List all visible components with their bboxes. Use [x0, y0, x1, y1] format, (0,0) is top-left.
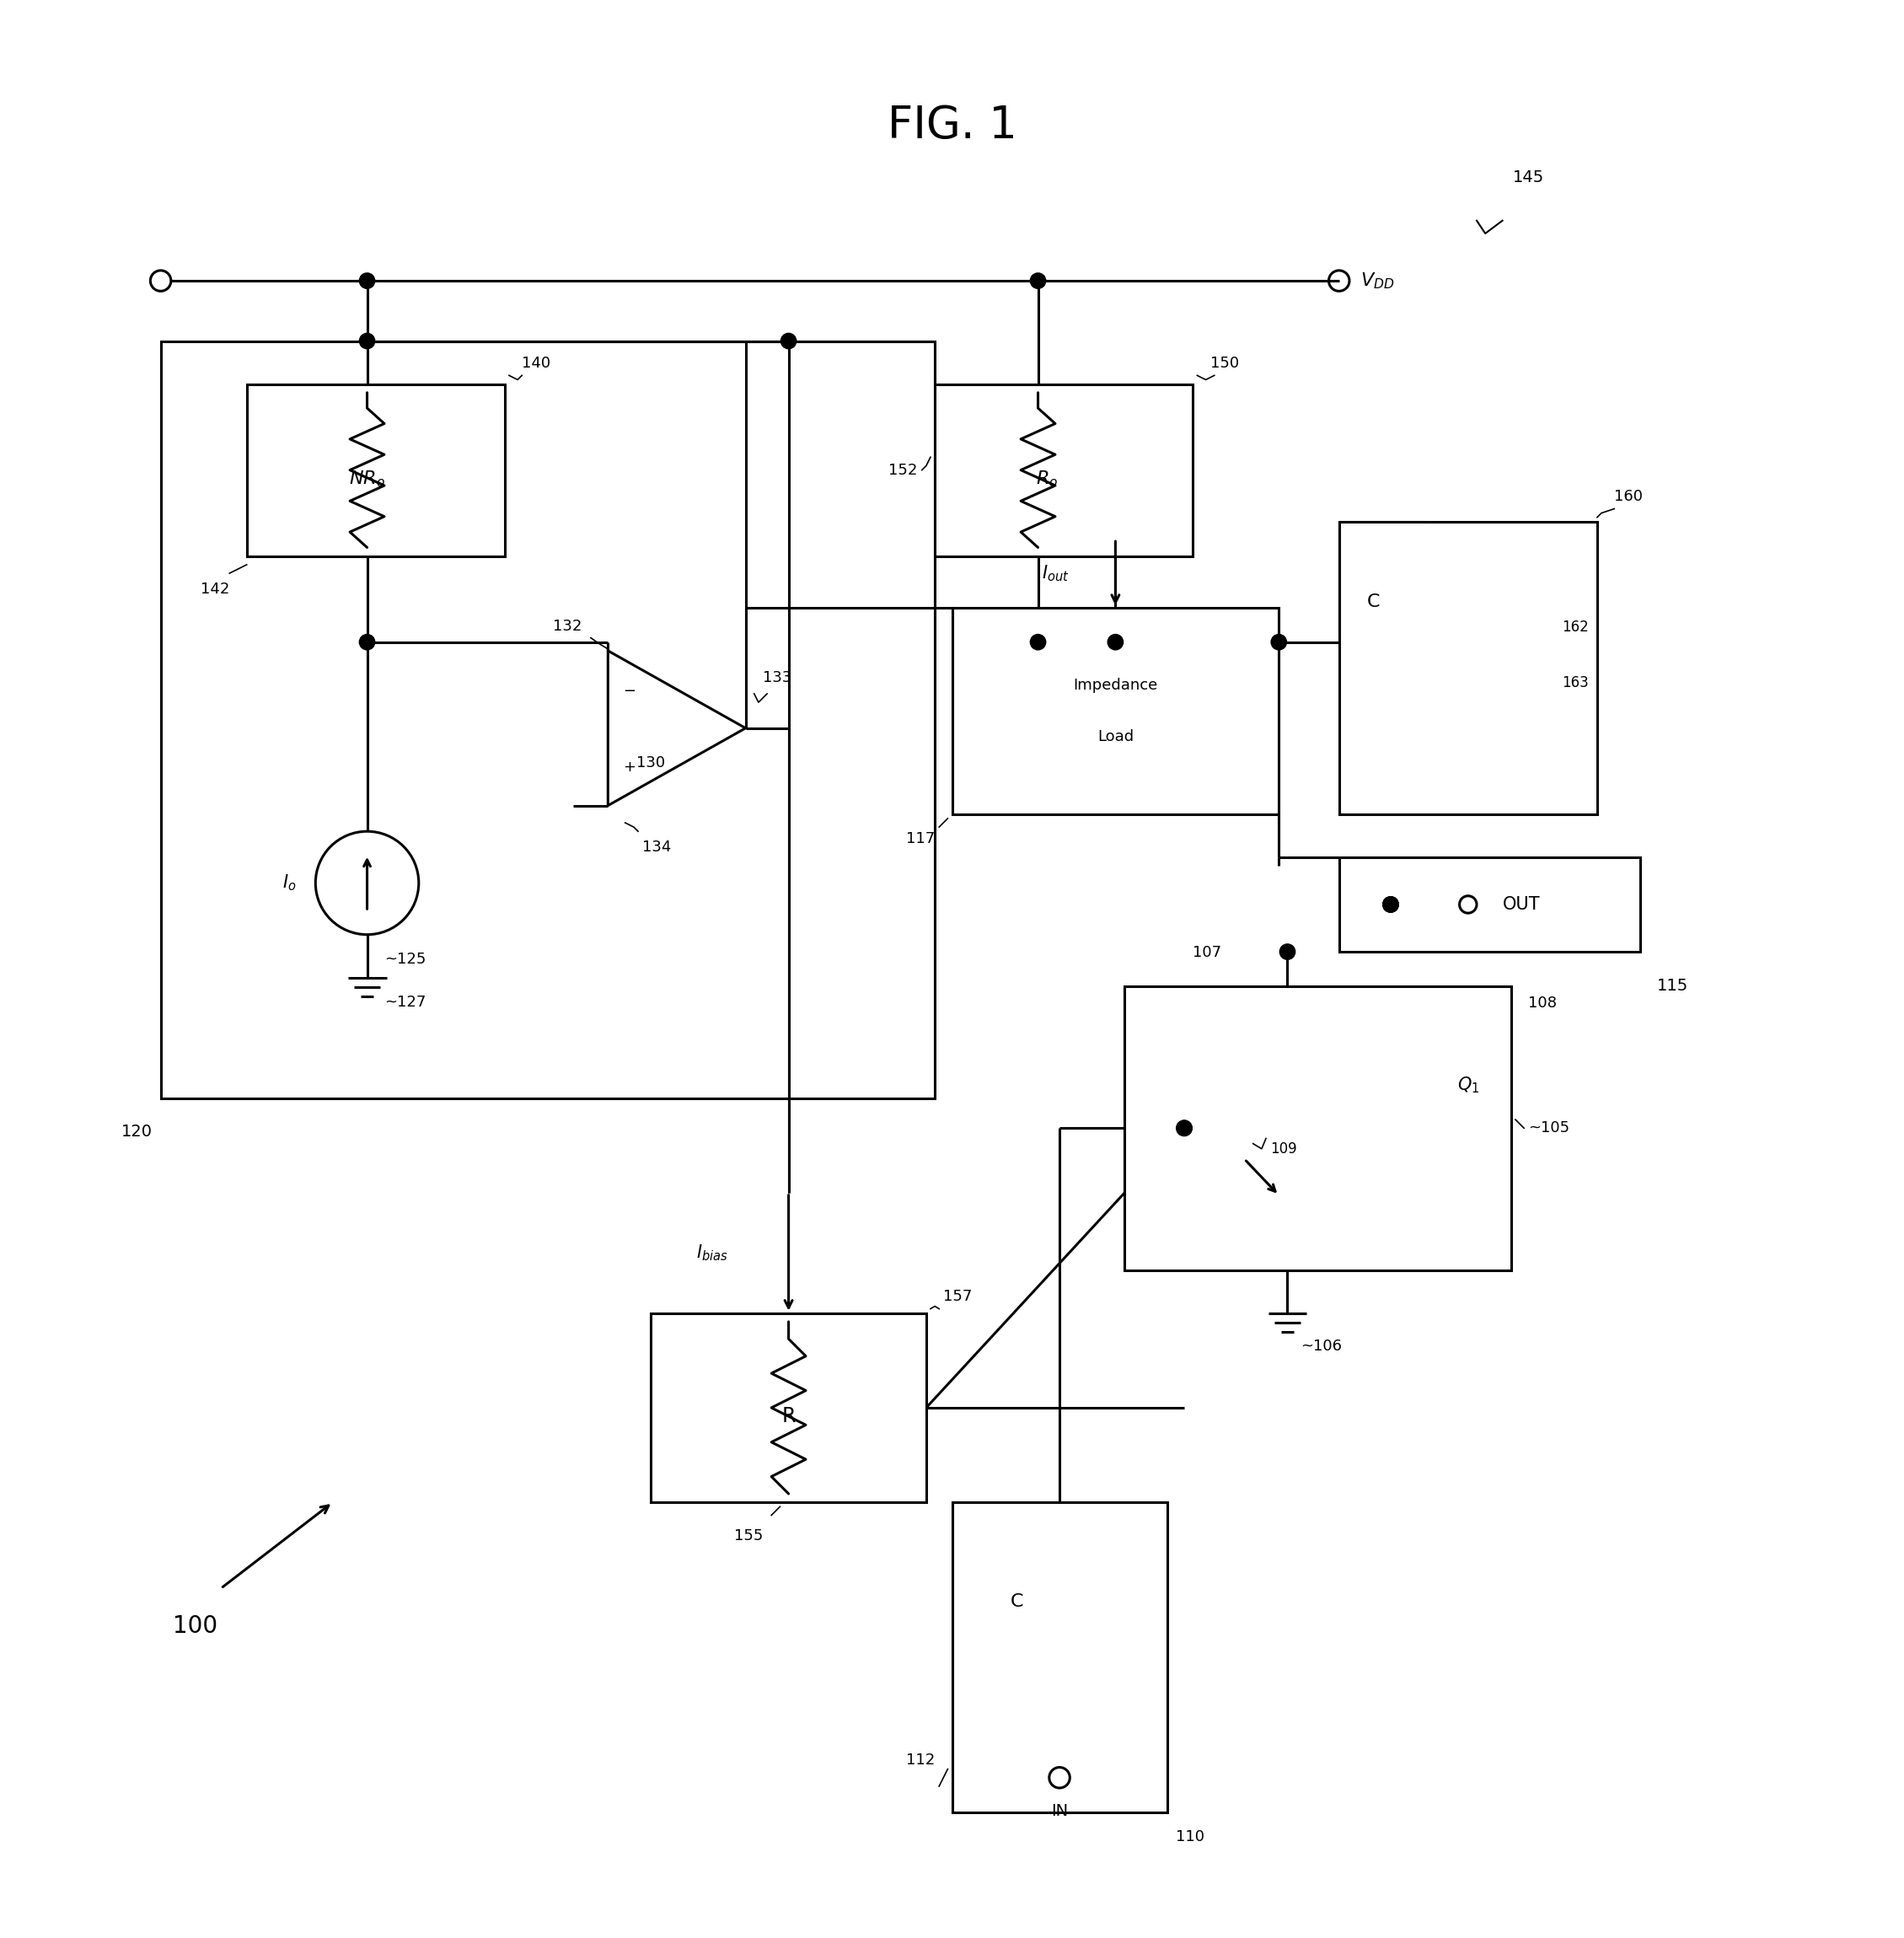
Text: $R_o$: $R_o$ — [1036, 469, 1057, 488]
Text: $I_o$: $I_o$ — [284, 872, 297, 893]
Text: 160: 160 — [1615, 488, 1643, 504]
Circle shape — [1030, 634, 1045, 649]
Text: 152: 152 — [889, 463, 918, 477]
Text: $-$: $-$ — [623, 682, 636, 698]
Circle shape — [781, 333, 796, 349]
Bar — [1123, 986, 1512, 1269]
Text: 130: 130 — [636, 756, 664, 769]
Text: $V_{DD}$: $V_{DD}$ — [1361, 271, 1394, 291]
Text: ~105: ~105 — [1529, 1120, 1569, 1136]
Text: 100: 100 — [173, 1614, 217, 1638]
Bar — [160, 341, 935, 1099]
Text: 155: 155 — [733, 1529, 764, 1543]
Text: 107: 107 — [1192, 946, 1222, 961]
Text: $NR_o$: $NR_o$ — [348, 469, 385, 488]
Text: 133: 133 — [764, 671, 792, 686]
Circle shape — [1177, 1120, 1192, 1136]
Text: 112: 112 — [906, 1752, 935, 1767]
Circle shape — [1108, 634, 1123, 649]
Text: ~106: ~106 — [1300, 1339, 1342, 1355]
Text: 145: 145 — [1512, 169, 1544, 186]
Circle shape — [1272, 634, 1287, 649]
Circle shape — [360, 273, 375, 289]
Text: FIG. 1: FIG. 1 — [887, 105, 1017, 147]
Circle shape — [1030, 273, 1045, 289]
Text: $+$: $+$ — [623, 760, 636, 775]
Bar — [1339, 857, 1639, 952]
Circle shape — [1382, 897, 1398, 913]
Circle shape — [1382, 897, 1398, 913]
Text: C: C — [1367, 593, 1380, 610]
Bar — [935, 384, 1192, 556]
Text: $I_{bias}$: $I_{bias}$ — [697, 1242, 729, 1264]
Text: 150: 150 — [1211, 357, 1240, 370]
Circle shape — [360, 333, 375, 349]
Circle shape — [1382, 897, 1398, 913]
Text: $Q_1$: $Q_1$ — [1457, 1076, 1479, 1095]
Text: 163: 163 — [1561, 674, 1588, 690]
Text: 140: 140 — [522, 357, 550, 370]
Text: IN: IN — [1051, 1804, 1068, 1820]
Text: R: R — [783, 1407, 796, 1426]
Bar — [1339, 521, 1597, 814]
Text: 162: 162 — [1561, 620, 1588, 636]
Text: 132: 132 — [554, 618, 583, 634]
Text: $I_{out}$: $I_{out}$ — [1041, 564, 1068, 583]
Bar — [952, 1502, 1167, 1812]
Text: 108: 108 — [1529, 996, 1557, 1012]
Bar — [651, 1314, 925, 1502]
Text: 115: 115 — [1656, 977, 1689, 994]
Text: Load: Load — [1097, 729, 1133, 744]
Text: 110: 110 — [1175, 1829, 1205, 1845]
Bar — [248, 384, 505, 556]
Circle shape — [1279, 944, 1295, 959]
Text: 117: 117 — [906, 831, 935, 847]
Text: ~125: ~125 — [385, 952, 426, 967]
Text: C: C — [1009, 1593, 1022, 1610]
Bar — [952, 609, 1279, 814]
Text: 109: 109 — [1270, 1141, 1297, 1157]
Circle shape — [1177, 1120, 1192, 1136]
Text: 142: 142 — [200, 581, 230, 597]
Text: OUT: OUT — [1502, 895, 1540, 913]
Text: ~127: ~127 — [385, 994, 426, 1010]
Text: 157: 157 — [942, 1289, 973, 1304]
Circle shape — [360, 634, 375, 649]
Text: 120: 120 — [120, 1124, 152, 1140]
Text: Impedance: Impedance — [1074, 678, 1158, 692]
Text: 134: 134 — [642, 839, 672, 855]
